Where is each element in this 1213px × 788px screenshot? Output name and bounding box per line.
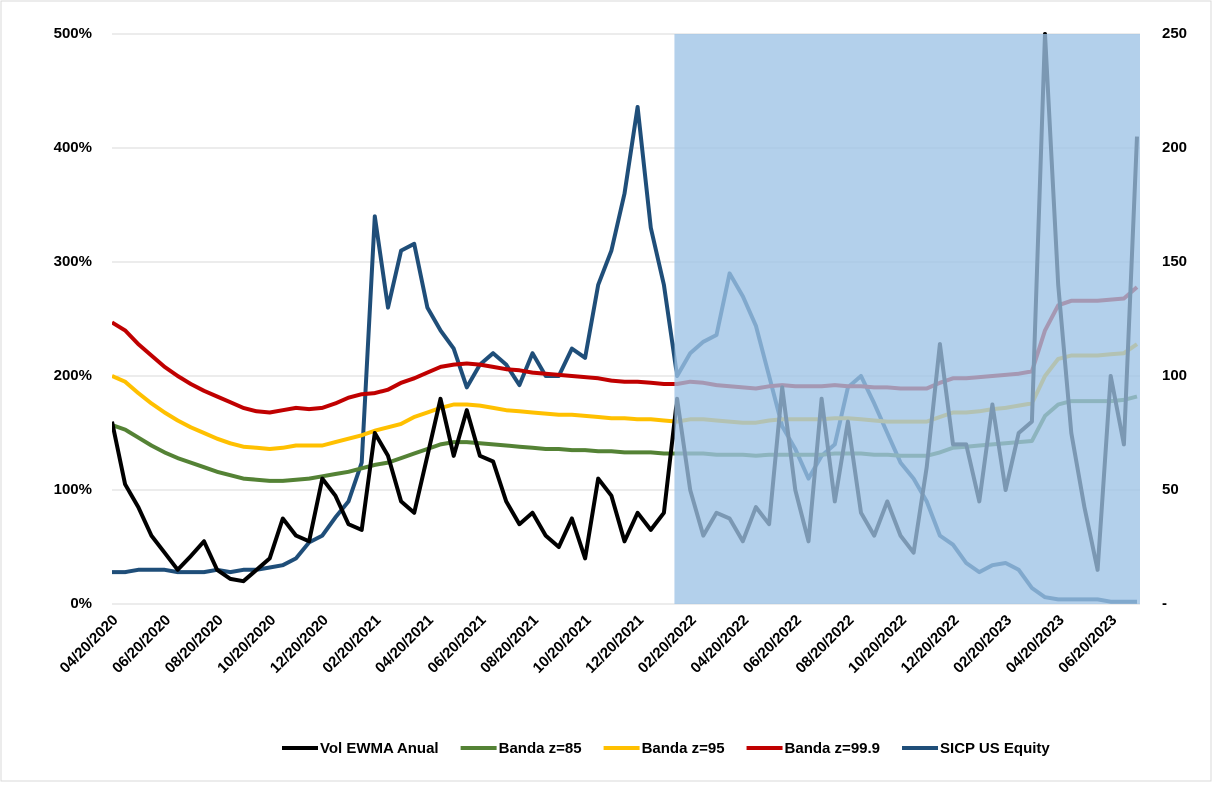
shaded-region	[674, 34, 1140, 604]
legend-label: Vol EWMA Anual	[320, 740, 439, 757]
y2-tick-label: 250	[1162, 25, 1187, 42]
y-tick-label: 200%	[54, 367, 92, 384]
y-tick-label: 400%	[54, 139, 92, 156]
y-tick-label: 0%	[70, 595, 92, 612]
legend-label: Banda z=99.9	[785, 740, 880, 757]
y2-tick-label: 100	[1162, 367, 1187, 384]
y2-tick-label: 150	[1162, 253, 1187, 270]
y-tick-label: 300%	[54, 253, 92, 270]
y2-tick-label: 50	[1162, 481, 1179, 498]
legend-label: SICP US Equity	[940, 740, 1050, 757]
y2-tick-label: 200	[1162, 139, 1187, 156]
y2-tick-label: -	[1162, 595, 1167, 612]
y-tick-label: 100%	[54, 481, 92, 498]
legend-label: Banda z=85	[499, 740, 582, 757]
legend-label: Banda z=95	[642, 740, 725, 757]
y-tick-label: 500%	[54, 25, 92, 42]
